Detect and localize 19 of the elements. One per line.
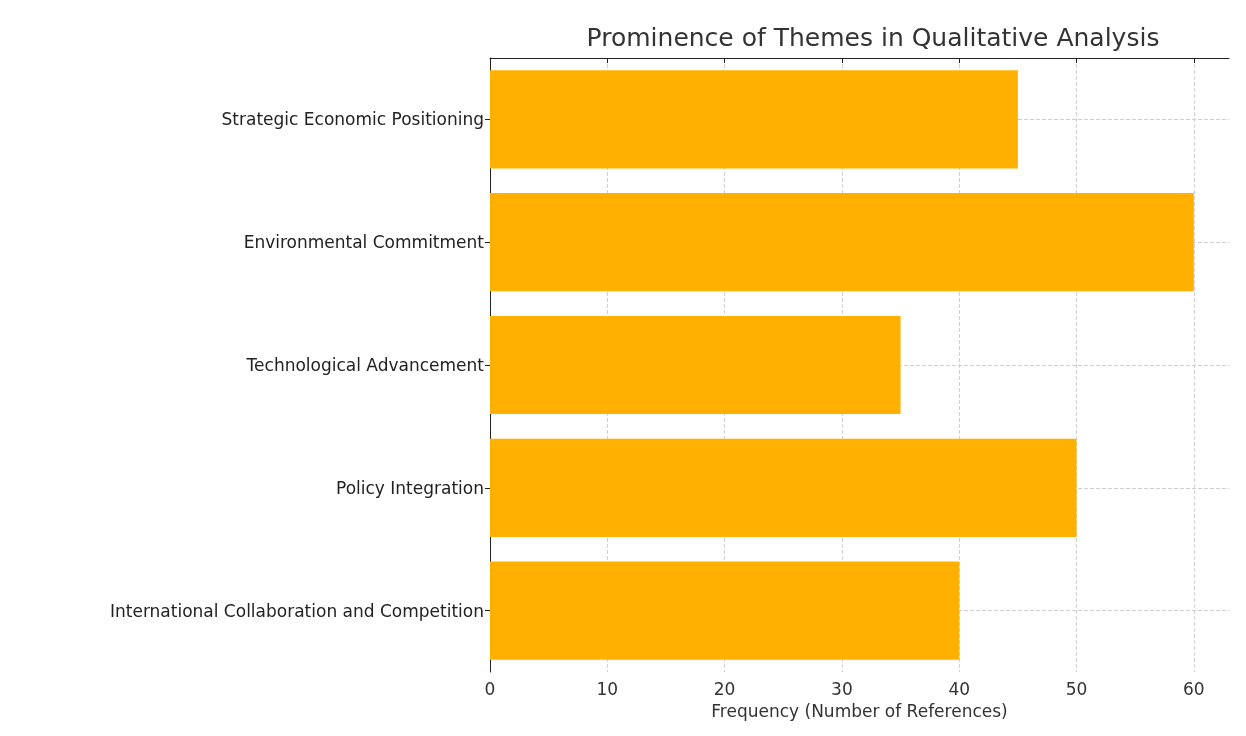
x-tick-label: 60 [1182, 678, 1205, 699]
bar [490, 315, 901, 415]
y-tick-label: Policy Integration [336, 477, 484, 498]
x-tick-label: 0 [484, 678, 496, 699]
x-tick-label: 40 [948, 678, 971, 699]
y-tick-label: Environmental Commitment [243, 232, 485, 253]
y-tick-label: Technological Advancement [245, 355, 485, 375]
x-axis-title: Frequency (Number of References) [711, 700, 1008, 721]
bar [490, 438, 1077, 537]
x-tick-label: 50 [1065, 678, 1088, 699]
x-tick-label: 10 [596, 678, 619, 699]
bar [490, 561, 960, 660]
x-tick-label: 20 [713, 678, 736, 699]
y-tick-label: International Collaboration and Competition [109, 600, 484, 621]
chart-title: Prominence of Themes in Qualitative Analysis [586, 23, 1160, 52]
x-tick-label: 30 [831, 678, 853, 699]
y-tick-label: Strategic Economic Positioning [221, 109, 484, 130]
bar [490, 193, 1194, 292]
bar [490, 70, 1018, 169]
